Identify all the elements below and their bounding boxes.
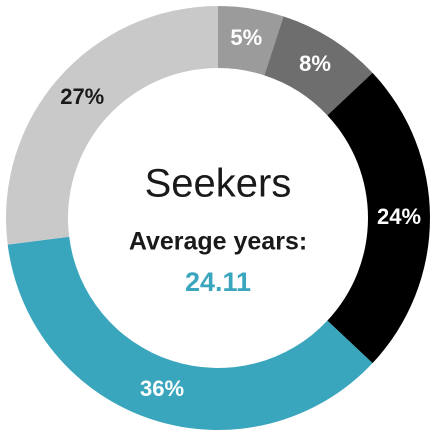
data-label: 5%	[230, 25, 262, 50]
center-value: 24.11	[185, 267, 251, 297]
data-label: 24%	[377, 204, 421, 229]
chart-subtitle: Average years:	[129, 228, 307, 256]
data-label: 36%	[140, 376, 184, 401]
chart-title: Seekers	[145, 162, 292, 206]
donut-segment	[327, 72, 431, 364]
donut-segment	[7, 236, 373, 430]
donut	[5, 6, 431, 430]
donut-segment	[218, 6, 284, 76]
donut-segment	[5, 6, 218, 245]
donut-segment	[264, 16, 373, 116]
data-label: 27%	[60, 84, 104, 109]
data-label: 8%	[299, 51, 331, 76]
